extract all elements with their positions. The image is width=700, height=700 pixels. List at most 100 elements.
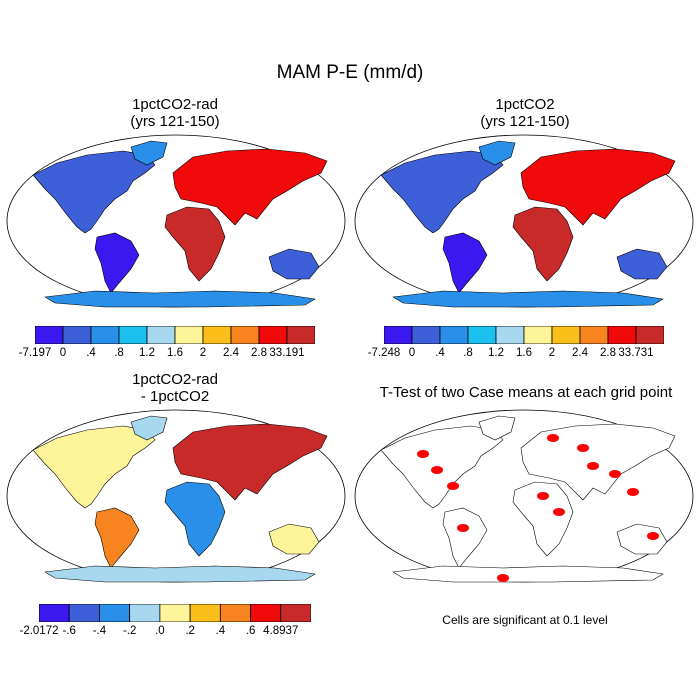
continent-greenland — [130, 140, 168, 166]
colorbar-swatch — [99, 604, 131, 622]
significant-cell — [537, 492, 549, 500]
continent-northAmerica — [380, 150, 504, 234]
figure-title: MAM P-E (mm/d) — [276, 62, 424, 83]
continent-eurasia — [172, 423, 328, 501]
colorbar-tick-label: .2 — [185, 625, 195, 637]
colorbar-swatch — [68, 604, 100, 622]
significant-cell — [647, 532, 659, 540]
colorbar-swatch — [439, 326, 469, 344]
colorbar-tick-label: .8 — [463, 347, 473, 359]
colorbar-swatch — [467, 326, 497, 344]
colorbar-tick-label: -7.248 — [367, 347, 401, 359]
panel-title-difference: 1pctCO2-rad - 1pctCO2 — [132, 371, 218, 405]
colorbar-swatch — [202, 326, 232, 344]
panel-title-ttest: T-Test of two Case means at each grid po… — [379, 384, 673, 401]
colorbar-swatch — [146, 326, 176, 344]
colorbar-tick-label: 2.8 — [251, 347, 267, 359]
continent-africa — [164, 206, 226, 282]
colorbar-swatch — [62, 326, 92, 344]
colorbar-swatch — [551, 326, 581, 344]
significant-cell — [417, 450, 429, 458]
significant-cell — [577, 444, 589, 452]
continent-greenland — [130, 415, 168, 441]
continent-antarctica — [392, 290, 664, 308]
colorbar-swatch — [579, 326, 609, 344]
colorbar-swatch — [523, 326, 553, 344]
continent-australia — [268, 523, 320, 555]
continent-southAmerica — [442, 232, 488, 294]
colorbar-1pctco2-rad — [35, 326, 315, 344]
continent-antarctica — [44, 290, 316, 308]
continent-greenland — [478, 415, 516, 441]
colorbar-swatch — [219, 604, 251, 622]
colorbar-tick-label: 1.6 — [516, 347, 532, 359]
colorbar-swatch — [174, 326, 204, 344]
significant-cell — [547, 434, 559, 442]
continent-eurasia — [172, 148, 328, 226]
colorbar-tick-label: 1.2 — [488, 347, 504, 359]
colorbar-swatch — [607, 326, 637, 344]
colorbar-swatch — [280, 604, 311, 622]
continent-northAmerica — [32, 425, 156, 509]
colorbar-swatch — [384, 326, 413, 344]
colorbar-tick-label: -.2 — [122, 625, 137, 637]
significant-cell — [497, 574, 509, 582]
continent-australia — [616, 248, 668, 280]
continent-greenland — [478, 140, 516, 166]
colorbar-swatch — [35, 326, 64, 344]
colorbar-swatch — [411, 326, 441, 344]
continent-southAmerica — [442, 507, 488, 569]
colorbar-swatch — [250, 604, 282, 622]
colorbar-swatch — [90, 326, 120, 344]
map-1pctco2 — [354, 134, 694, 308]
significant-cell — [553, 508, 565, 516]
continent-northAmerica — [32, 150, 156, 234]
colorbar-swatch — [635, 326, 664, 344]
continent-africa — [512, 481, 574, 557]
colorbar-tick-label: 2 — [548, 347, 556, 359]
continent-antarctica — [44, 565, 316, 583]
colorbar-tick-label: -.6 — [62, 625, 76, 637]
significant-cell — [431, 466, 443, 474]
colorbar-swatch — [39, 604, 70, 622]
significant-cell — [447, 482, 459, 490]
colorbar-tick-label: .4 — [435, 347, 445, 359]
colorbar-swatch — [159, 604, 191, 622]
colorbar-tick-label: 1.2 — [139, 347, 155, 359]
continent-africa — [512, 206, 574, 282]
colorbar-tick-label: 0 — [59, 347, 67, 359]
colorbar-tick-label: .4 — [215, 625, 226, 637]
colorbar-1pctco2 — [384, 326, 664, 344]
colorbar-swatch — [258, 326, 288, 344]
significance-note: Cells are significant at 0.1 level — [442, 613, 608, 627]
colorbar-swatch — [118, 326, 148, 344]
continent-eurasia — [520, 148, 676, 226]
colorbar-tick-label: 4.8937 — [263, 625, 299, 637]
colorbar-tick-label: 2.4 — [572, 347, 588, 359]
significant-cell — [457, 524, 469, 532]
significant-cell — [627, 488, 639, 496]
colorbar-tick-label: 1.6 — [167, 347, 183, 359]
colorbar-tick-label: .0 — [155, 625, 165, 637]
colorbar-swatch — [129, 604, 161, 622]
continent-africa — [164, 481, 226, 557]
colorbar-tick-label: .8 — [114, 347, 124, 359]
colorbar-tick-label: 2.8 — [600, 347, 616, 359]
continent-southAmerica — [94, 507, 140, 569]
map-1pctco2-rad — [6, 134, 346, 308]
colorbar-tick-label: 33.731 — [618, 347, 654, 359]
map-ttest — [354, 409, 694, 583]
continent-northAmerica — [380, 425, 504, 509]
panel-title-rad: 1pctCO2-rad (yrs 121-150) — [130, 96, 220, 130]
colorbar-tick-label: -7.197 — [18, 347, 52, 359]
colorbar-swatch — [286, 326, 315, 344]
colorbar-swatch — [495, 326, 525, 344]
colorbar-tick-label: .4 — [86, 347, 96, 359]
colorbar-tick-label: 2.4 — [223, 347, 239, 359]
colorbar-tick-label: -2.0172 — [19, 625, 59, 637]
continent-southAmerica — [94, 232, 140, 294]
colorbar-difference — [39, 604, 311, 622]
continent-australia — [616, 523, 668, 555]
colorbar-tick-label: 33.191 — [269, 347, 305, 359]
significant-cell — [587, 462, 599, 470]
